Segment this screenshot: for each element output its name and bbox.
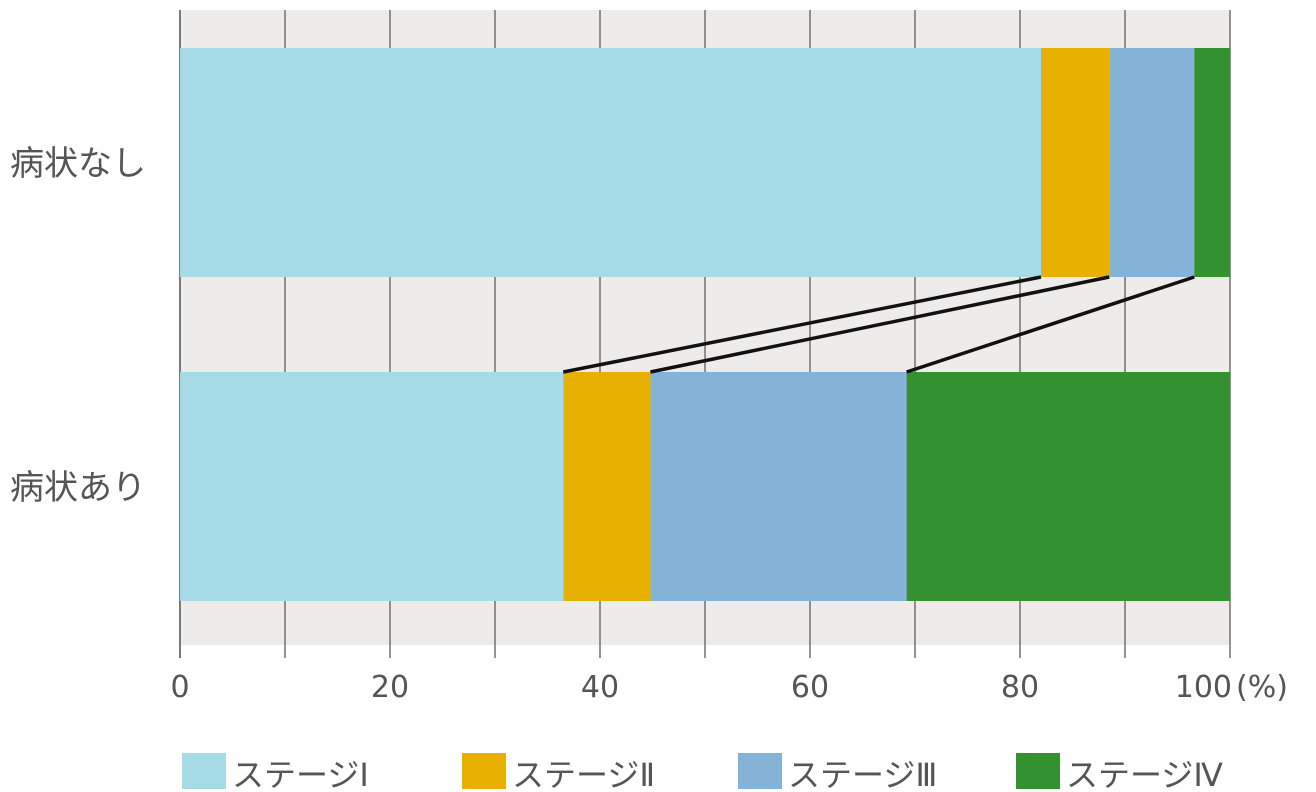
x-tick-label: 40 (581, 670, 619, 705)
legend-label-stage-4: ステージⅣ (1066, 756, 1223, 792)
x-tick-label: 100 (1175, 670, 1232, 705)
connector-line (562, 275, 1042, 374)
bar-segment-no-symptoms-stage-3 (1109, 48, 1195, 277)
x-tick-label: 0 (170, 670, 189, 705)
bar-segment-with-symptoms-stage-2 (563, 372, 651, 601)
legend-swatch-stage-1 (182, 753, 226, 789)
bar-segment-no-symptoms-stage-4 (1194, 48, 1230, 277)
x-tick-label: 20 (371, 670, 409, 705)
category-label-with-symptoms: 病状あり (10, 468, 146, 508)
legend-label-stage-1: ステージⅠ (232, 756, 369, 792)
legend: ステージⅠ ステージⅡ ステージⅢ ステージⅣ (182, 753, 1223, 792)
legend-swatch-stage-2 (462, 753, 506, 789)
connector-line (906, 275, 1195, 374)
legend-label-stage-2: ステージⅡ (512, 756, 655, 792)
bar-segment-with-symptoms-stage-3 (650, 372, 907, 601)
bar-segments (180, 48, 1230, 601)
category-label-no-symptoms: 病状なし (10, 144, 146, 184)
x-axis-ticks: 0 20 40 60 80 100 (170, 670, 1232, 705)
bar-segment-no-symptoms-stage-2 (1041, 48, 1110, 277)
bar-segment-with-symptoms-stage-4 (906, 372, 1230, 601)
legend-label-stage-3: ステージⅢ (788, 756, 937, 792)
legend-swatch-stage-3 (738, 753, 782, 789)
x-axis-unit-label: (%) (1236, 670, 1288, 705)
x-tick-label: 80 (1001, 670, 1039, 705)
bar-segment-with-symptoms-stage-1 (180, 372, 564, 601)
connector-line (650, 275, 1110, 374)
connector-lines (562, 275, 1195, 374)
bar-segment-no-symptoms-stage-1 (180, 48, 1041, 277)
legend-swatch-stage-4 (1016, 753, 1060, 789)
x-tick-label: 60 (791, 670, 829, 705)
